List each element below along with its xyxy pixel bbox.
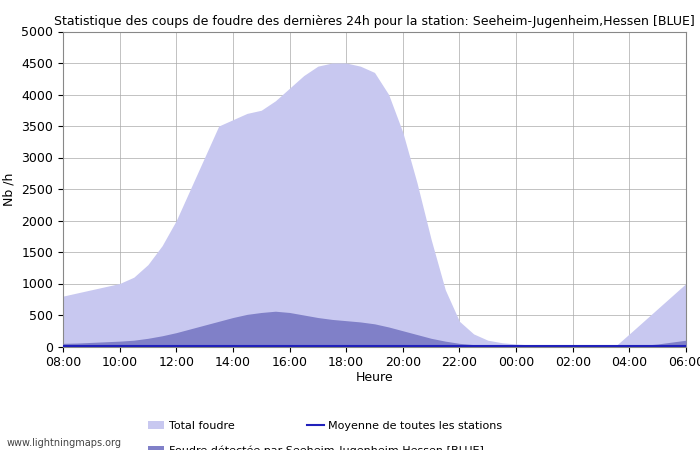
Y-axis label: Nb /h: Nb /h bbox=[3, 172, 15, 206]
X-axis label: Heure: Heure bbox=[356, 371, 393, 383]
Legend: Foudre détectée par Seeheim-Jugenheim,Hessen [BLUE]: Foudre détectée par Seeheim-Jugenheim,He… bbox=[144, 441, 488, 450]
Text: www.lightningmaps.org: www.lightningmaps.org bbox=[7, 438, 122, 448]
Title: Statistique des coups de foudre des dernières 24h pour la station: Seeheim-Jugen: Statistique des coups de foudre des dern… bbox=[54, 14, 695, 27]
